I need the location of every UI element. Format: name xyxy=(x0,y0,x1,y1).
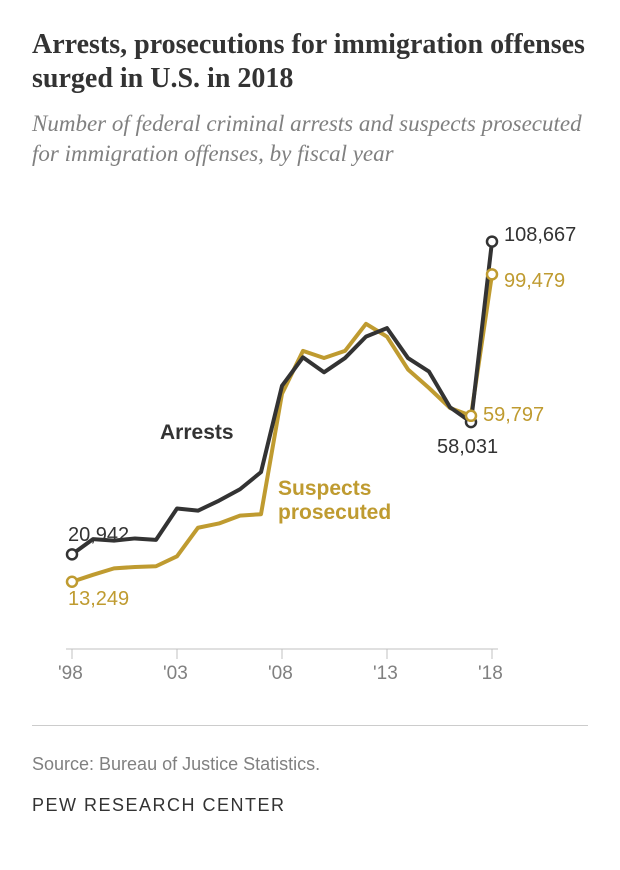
data-point-label: 59,797 xyxy=(483,404,544,427)
source-text: Source: Bureau of Justice Statistics. xyxy=(32,754,588,775)
series-label-prosecuted: Suspectsprosecuted xyxy=(278,477,391,525)
divider-line xyxy=(32,725,588,726)
data-point-label: 99,479 xyxy=(504,270,565,293)
data-point-label: 58,031 xyxy=(437,436,498,459)
footer-text: PEW RESEARCH CENTER xyxy=(32,795,588,816)
x-axis-label: '18 xyxy=(478,663,503,685)
chart-area: '98 '03 '08 '13 '18 20,942 13,249 58,031 59,797 1… xyxy=(32,189,588,709)
data-point-label: 13,249 xyxy=(68,588,129,611)
chart-subtitle: Number of federal criminal arrests and s… xyxy=(32,109,588,169)
series-label-arrests: Arrests xyxy=(160,421,234,445)
x-axis-label: '03 xyxy=(163,663,188,685)
x-axis-label: '13 xyxy=(373,663,398,685)
x-axis-label: '98 xyxy=(58,663,83,685)
data-point-label: 20,942 xyxy=(68,524,129,547)
line-chart-svg xyxy=(32,189,588,709)
chart-title: Arrests, prosecutions for immigration of… xyxy=(32,28,588,95)
x-axis-label: '08 xyxy=(268,663,293,685)
data-point-label: 108,667 xyxy=(504,224,576,247)
